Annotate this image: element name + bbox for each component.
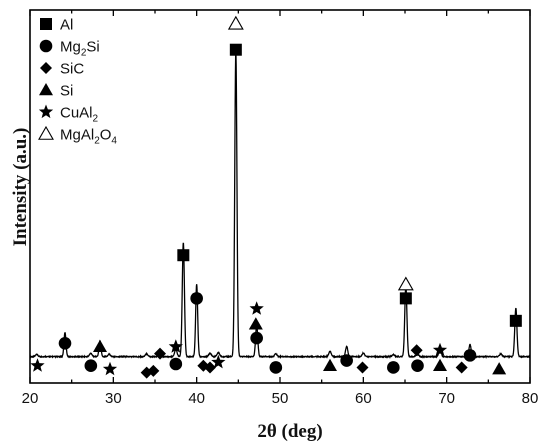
x-tick-label: 40 — [188, 390, 205, 407]
marker-cual2 — [168, 339, 183, 353]
marker-al — [399, 292, 412, 305]
legend-label: Mg2Si — [60, 39, 100, 59]
xrd-pattern-line — [29, 51, 531, 359]
marker-si — [248, 317, 263, 330]
legend-label: CuAl2 — [60, 105, 99, 125]
legend-marker-filled-triangle — [39, 83, 53, 96]
marker-si — [323, 358, 337, 371]
plot-frame — [29, 9, 531, 384]
marker-sic — [356, 361, 369, 374]
phase-markers — [30, 15, 522, 379]
marker-mg2si — [269, 361, 283, 374]
marker-cual2 — [432, 342, 448, 357]
legend-label: SiC — [60, 61, 84, 78]
x-tick-label: 20 — [22, 390, 39, 407]
marker-sic — [204, 361, 216, 374]
y-axis-title: Intensity (a.u.) — [10, 128, 31, 247]
marker-si — [433, 358, 447, 371]
marker-mg2si — [58, 336, 72, 350]
marker-mgal2o4 — [227, 15, 244, 30]
marker-sic — [147, 364, 160, 377]
marker-mg2si — [169, 357, 183, 371]
legend-label: Si — [60, 83, 73, 100]
marker-cual2 — [249, 301, 264, 315]
x-tick-label: 80 — [522, 390, 539, 407]
marker-si — [93, 339, 107, 352]
marker-al — [229, 43, 242, 56]
x-tick-label: 50 — [272, 390, 289, 407]
marker-mg2si — [340, 354, 353, 367]
legend-label: Al — [60, 17, 73, 34]
marker-mg2si — [387, 361, 400, 374]
marker-si — [492, 362, 507, 375]
marker-mg2si — [411, 359, 424, 373]
marker-sic — [154, 347, 166, 360]
x-tick-label: 70 — [438, 390, 455, 407]
axes: 20 30 40 50 60 70 80 — [22, 9, 539, 407]
marker-cual2 — [30, 358, 45, 372]
x-tick-label: 60 — [355, 390, 372, 407]
marker-al — [509, 314, 522, 327]
x-axis-title: 2θ (deg) — [257, 421, 322, 442]
marker-cual2 — [211, 354, 226, 369]
legend-marker-filled-circle — [39, 39, 53, 53]
x-tick-label: 30 — [105, 390, 122, 407]
legend-marker-filled-square — [40, 18, 52, 30]
legend-marker-filled-diamond — [40, 62, 52, 74]
marker-mgal2o4 — [397, 276, 414, 291]
marker-sic — [455, 361, 468, 374]
marker-mg2si — [84, 359, 98, 373]
legend-label: MgAl2O4 — [60, 127, 117, 147]
marker-mg2si — [190, 292, 203, 305]
legend-marker-open-triangle — [38, 125, 54, 140]
plot-area — [29, 51, 531, 359]
marker-cual2 — [102, 361, 118, 376]
marker-sic — [410, 344, 423, 357]
legend-marker-filled-star — [38, 104, 54, 119]
marker-mg2si — [463, 349, 477, 362]
marker-mg2si — [250, 331, 263, 345]
marker-al — [177, 249, 190, 262]
